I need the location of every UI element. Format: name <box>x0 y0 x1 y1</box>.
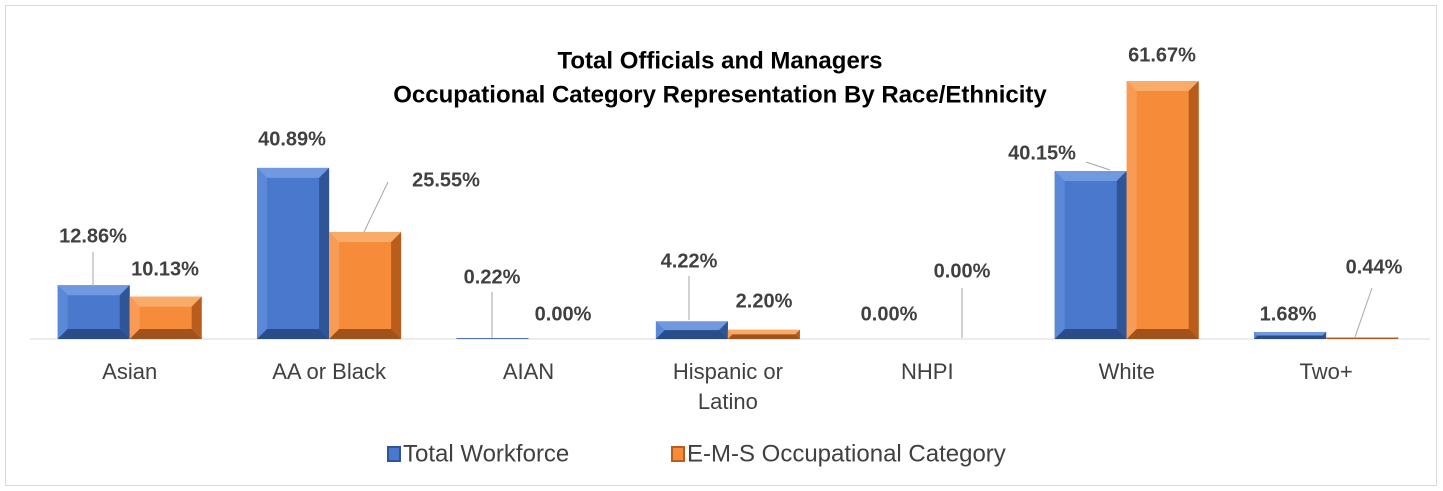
legend-label: E-M-S Occupational Category <box>687 440 1006 467</box>
bar-bevel <box>727 329 733 339</box>
bar-bevel <box>1254 335 1327 339</box>
bar-bevel <box>329 232 402 243</box>
data-label: 10.13% <box>131 258 199 280</box>
bar-bevel <box>1188 81 1199 339</box>
bar <box>329 232 402 339</box>
bar-bevel <box>391 232 402 339</box>
bar-bevel <box>655 330 728 339</box>
data-label: 25.55% <box>412 169 480 191</box>
bar-bevel <box>1326 338 1399 339</box>
data-label: 12.86% <box>59 225 127 247</box>
bar-bevel <box>727 334 800 339</box>
bar <box>1054 171 1127 339</box>
legend-label: Total Workforce <box>403 440 569 467</box>
data-label: 0.00% <box>861 303 918 325</box>
bar <box>1126 81 1199 339</box>
data-label: 40.89% <box>258 128 326 150</box>
bar-bevel <box>1126 81 1137 339</box>
x-tick-label: Two+ <box>1299 359 1353 384</box>
bar-bevel <box>57 285 68 339</box>
data-label: 0.00% <box>535 303 592 325</box>
bar-bevel <box>257 167 268 339</box>
data-label: 0.44% <box>1346 256 1403 278</box>
bar-bevel <box>1326 337 1399 339</box>
bar-bevel <box>1054 171 1127 182</box>
data-label: 1.68% <box>1260 303 1317 325</box>
bar-bevel <box>1254 331 1327 336</box>
bar-bevel <box>1054 171 1065 339</box>
bar-bevel <box>329 329 402 339</box>
x-tick-label: White <box>1098 359 1155 384</box>
bar-bevel <box>129 329 202 339</box>
legend-swatch <box>387 446 401 462</box>
bar-bevel <box>319 167 330 339</box>
x-tick-label: AIAN <box>502 359 555 384</box>
x-tick-label: AA or Black <box>272 359 386 384</box>
chart-title: Total Officials and Managers <box>558 47 883 74</box>
x-tick-label: Hispanic or Latino <box>672 359 783 414</box>
bar-bevel <box>1326 337 1328 339</box>
bar-bevel <box>1397 337 1399 339</box>
legend-swatch <box>671 446 685 462</box>
x-tick-label: Asian <box>102 359 158 384</box>
leader-line <box>1354 287 1373 338</box>
bar-bevel <box>727 329 800 335</box>
bar-bevel <box>655 321 728 331</box>
bar-bevel <box>257 329 330 339</box>
bar-bevel <box>1322 331 1327 339</box>
bar-bevel <box>191 296 202 339</box>
bar-bevel <box>1126 81 1199 91</box>
bar-bevel <box>329 232 340 339</box>
data-label: 0.00% <box>934 260 991 282</box>
bar-bevel <box>129 296 140 339</box>
data-label: 0.22% <box>464 266 521 288</box>
bar-bevel <box>57 285 130 296</box>
leader-line <box>363 181 389 233</box>
bar-bevel <box>57 329 130 339</box>
x-tick-label: NHPI <box>901 359 954 384</box>
bar-bevel <box>655 321 665 339</box>
bar-bevel <box>1054 329 1127 339</box>
bar-bevel <box>1116 171 1127 339</box>
bar-bevel <box>795 329 800 339</box>
data-label: 40.15% <box>1008 142 1076 164</box>
leader-line <box>1085 161 1111 171</box>
data-label: 2.20% <box>736 290 793 312</box>
data-label: 61.67% <box>1128 44 1196 66</box>
bar-bevel <box>119 285 130 339</box>
bar-bevel <box>1254 331 1258 339</box>
chart-subtitle: Occupational Category Representation By … <box>393 81 1047 108</box>
bar-bevel <box>129 296 202 307</box>
bar-bevel <box>719 321 728 339</box>
bar-bevel <box>1126 329 1199 339</box>
data-label: 4.22% <box>661 250 718 272</box>
bar-bevel <box>257 167 330 178</box>
bar <box>257 167 330 339</box>
